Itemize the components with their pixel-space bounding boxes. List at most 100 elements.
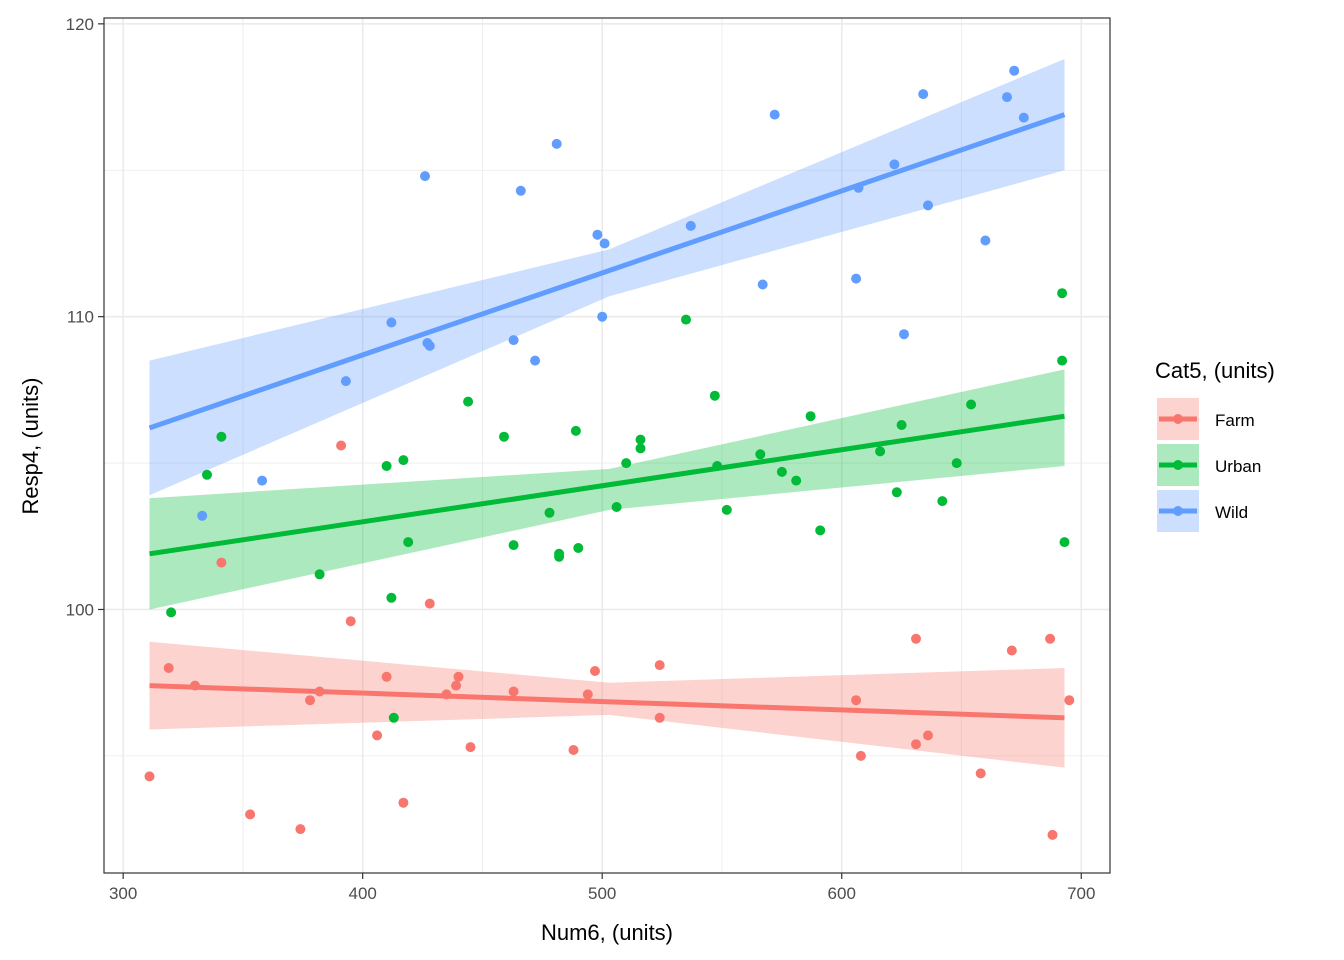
point-wild [1018,112,1029,123]
point-farm [451,680,462,691]
x-tick-label: 400 [348,884,376,903]
y-tick-label: 110 [67,308,94,327]
point-farm [381,671,392,682]
point-wild [1009,65,1020,76]
point-wild [599,238,610,249]
point-farm [1047,829,1058,840]
point-urban [554,548,565,559]
point-wild [530,355,541,366]
point-urban [499,431,509,442]
y-tick-label: 100 [66,600,94,619]
point-urban [815,525,826,536]
point-farm [1045,633,1056,644]
point-urban [1059,537,1070,548]
point-urban [386,592,397,603]
point-wild [597,311,608,322]
point-farm [1064,695,1075,706]
fit-line-farm [149,683,1065,721]
x-tick-label: 600 [828,884,856,903]
point-farm [336,440,347,451]
point-urban [776,466,787,477]
confidence-band-farm [149,641,1065,768]
point-urban [403,537,414,548]
point-urban [314,569,325,580]
grid-minor [104,18,1110,873]
point-wild [551,138,562,149]
point-urban [951,458,962,469]
point-wild [508,335,519,346]
legend: Cat5, (units) Farm Urban Wild [1155,358,1275,532]
point-wild [899,329,909,340]
plot-background [104,18,1110,873]
legend-label-urban: Urban [1215,457,1261,476]
legend-label-farm: Farm [1215,411,1255,430]
point-farm [855,750,866,761]
point-wild [851,273,862,284]
point-farm [508,686,519,697]
point-urban [721,504,732,515]
point-urban [805,411,816,422]
point-urban [1057,288,1068,299]
point-wild [197,510,208,521]
point-urban [544,507,555,518]
point-urban [621,458,632,469]
point-farm [245,809,256,820]
point-wild [515,185,526,196]
point-farm [424,598,435,609]
point-wild [257,475,268,486]
point-urban [875,446,886,457]
point-wild [424,340,435,351]
point-farm [295,824,306,835]
point-farm [568,745,579,755]
point-wild [889,159,900,170]
point-urban [891,487,902,498]
legend-point-urban [1173,460,1183,470]
point-urban [381,461,392,471]
point-urban [791,475,802,486]
point-wild [685,220,696,231]
legend-label-wild: Wild [1215,503,1248,522]
point-farm [582,689,593,700]
data-points [144,65,1075,840]
point-farm [911,739,921,750]
x-axis-title: Num6, (units) [541,920,673,945]
x-tick-label: 700 [1067,884,1095,903]
point-urban [635,443,646,454]
point-farm [305,695,315,706]
point-farm [851,695,862,706]
point-farm [590,666,600,676]
point-farm [372,730,383,741]
point-farm [345,616,356,627]
point-wild [592,229,603,240]
fit-line-wild [148,112,1066,431]
legend-point-farm [1173,414,1183,424]
point-farm [911,633,921,644]
point-farm [453,671,464,682]
point-urban [681,314,691,325]
x-tick-label: 500 [588,884,616,903]
point-wild [757,279,768,290]
point-urban [573,543,584,553]
legend-point-wild [1173,506,1183,516]
point-farm [398,797,409,808]
point-wild [918,89,929,100]
confidence-band-urban [149,369,1065,610]
x-tick-label: 300 [109,884,137,903]
point-urban [755,449,766,460]
point-farm [975,768,986,779]
confidence-bands [149,59,1065,768]
point-farm [654,660,665,671]
point-wild [923,200,933,211]
point-urban [611,502,622,512]
point-farm [654,712,665,723]
point-wild [340,376,351,387]
point-urban [388,712,399,723]
point-urban [1057,355,1068,366]
point-urban [398,455,409,466]
confidence-band-wild [149,59,1065,496]
point-wild [1002,92,1012,103]
legend-title: Cat5, (units) [1155,358,1275,383]
point-farm [923,730,933,741]
y-axis-title: Resp4, (units) [18,378,43,515]
